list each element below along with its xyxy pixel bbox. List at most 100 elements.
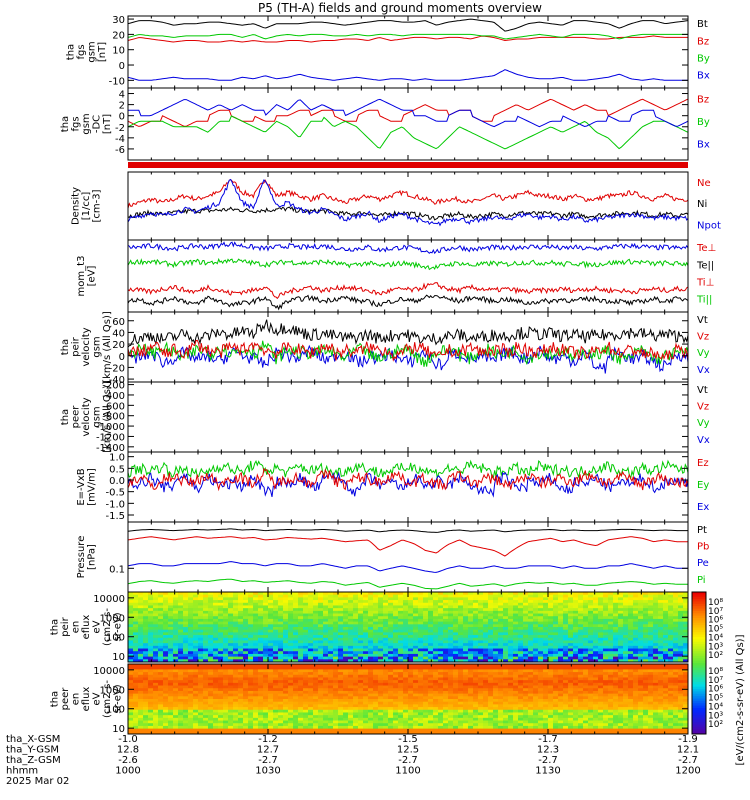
svg-text:gsm: gsm [81, 113, 92, 134]
xaxis-tick-label: 1100 [395, 766, 420, 777]
xaxis-tick-label: 1030 [255, 766, 280, 777]
svg-text:E=-VxB: E=-VxB [76, 468, 87, 505]
xaxis-date: 2025 Mar 02 [6, 776, 69, 787]
svg-text:peir: peir [71, 336, 82, 356]
svg-text:tha: tha [60, 409, 71, 425]
ylabel-peer_en: tha peer en eflux eV (cm2-s-sr-eV) [50, 680, 124, 718]
series-peir_v-Vt [127, 319, 689, 348]
xaxis-tick-label: 12.7 [257, 745, 279, 756]
ytick-label: 0.5 [109, 464, 125, 475]
svg-text:fgs: fgs [76, 44, 87, 59]
colorbar-tick-lower: 10⁵ [708, 694, 723, 704]
ytick-label: 2 [119, 101, 125, 112]
xaxis-tick-label: 1200 [675, 766, 700, 777]
x-axis-labels: tha_X-GSM -1.0 -1.2 -1.5 -1.7 -1.9 tha_Y-GSM 12… [6, 734, 701, 787]
colorbar-tick-lower: 10⁶ [708, 685, 723, 695]
series-pressure-Pi [127, 578, 688, 590]
ytick-label: -1400 [96, 443, 125, 454]
panel-pressure: 0.1 Pressure [nPa] Pt Pb Pe Pi [76, 521, 709, 593]
svg-text:eV: eV [92, 620, 103, 633]
series-temp-Te|| [127, 241, 689, 255]
svg-text:[1/cc]: [1/cc] [81, 192, 92, 221]
ytick-label: -40 [109, 375, 125, 386]
xaxis-row-label: hhmm [6, 766, 38, 777]
ylabel-pressure: Pressure [nPa] [76, 536, 98, 579]
panel-peer_en: 10000 1000 100 10 tha peer en eflux eV (cm2-s-sr-… [50, 663, 689, 735]
panel-peir_en: 10000 1000 100 10 tha peir en eflux eV (cm2-s-sr-… [50, 591, 689, 663]
frame-peer_v [127, 381, 689, 453]
svg-text:[cm-3]: [cm-3] [92, 189, 103, 222]
legend-Bx: Bx [697, 140, 710, 151]
xaxis-tick-label: -1.5 [398, 734, 418, 745]
frame-efield [127, 451, 689, 523]
svg-text:velocity: velocity [81, 397, 92, 436]
series-pressure-Pb [127, 536, 688, 557]
ytick-label: -0.5 [105, 488, 125, 499]
svg-text:[eV]: [eV] [86, 266, 97, 287]
ytick-label: 10 [112, 652, 125, 663]
svg-text:mom_t3: mom_t3 [76, 256, 87, 297]
svg-text:[nPa]: [nPa] [86, 544, 97, 570]
panel-temp: mom_t3 [eV] Te⊥ Te|| Ti⊥ Ti|| [76, 239, 716, 313]
series-fgs-Bt [127, 18, 689, 32]
svg-text:[km/s (All Qs)]: [km/s (All Qs)] [102, 381, 113, 453]
series-density-Ne [127, 179, 689, 209]
series-fgs_dsl-By [127, 115, 689, 150]
series-fgs-Bx [127, 69, 688, 81]
series-pressure-Pe [127, 561, 688, 573]
ylabel-temp: mom_t3 [eV] [76, 256, 98, 297]
svg-text:[mV/m]: [mV/m] [86, 468, 97, 506]
colorbar-tick: 10⁴ [708, 633, 723, 643]
xaxis-tick-label: -1.7 [538, 734, 558, 745]
svg-text:tha: tha [60, 116, 71, 132]
svg-text:fgs: fgs [71, 116, 82, 131]
series-temp-Ti|| [127, 257, 689, 271]
legend-Bt: Bt [697, 19, 708, 30]
ytick-label: -800 [102, 412, 125, 423]
series-density-Ni [127, 206, 689, 221]
ytick-label: -1200 [96, 432, 125, 443]
spectrogram-peer_en [128, 664, 689, 735]
series-temp-Ti⊥ [127, 282, 689, 300]
legend-Te⊥: Te⊥ [696, 243, 716, 254]
legend-Ez: Ez [697, 458, 709, 469]
legend-By: By [697, 117, 710, 128]
colorbar-tick: 10⁶ [708, 616, 723, 626]
xaxis-tick-label: -1.2 [258, 734, 278, 745]
plot-title: P5 (TH-A) fields and ground moments over… [258, 1, 542, 15]
svg-text:[nT]: [nT] [97, 42, 108, 62]
ytick-label: 20 [112, 30, 125, 41]
ytick-label: 1000 [100, 685, 125, 696]
legend-Vt: Vt [697, 385, 708, 396]
colorbar-tick: 10⁵ [708, 625, 723, 635]
series-fgs-Bz [127, 35, 688, 43]
xaxis-tick-label: -2.7 [258, 755, 278, 766]
xaxis-tick-label: -2.7 [538, 755, 558, 766]
colorbar-tick: 10⁸ [708, 598, 723, 608]
ytick-label: 20 [112, 340, 125, 351]
ytick-label: -1.0 [105, 499, 125, 510]
ytick-label: 4 [119, 90, 125, 101]
series-fgs-By [127, 33, 688, 40]
xaxis-tick-label: -2.7 [678, 755, 698, 766]
ytick-label: -6 [115, 145, 125, 156]
svg-text:peir: peir [60, 616, 71, 636]
series-peir_v-Vx [127, 344, 689, 374]
ytick-label: -200 [102, 381, 125, 392]
ytick-label: -1.5 [105, 511, 125, 522]
frame-pressure [127, 521, 689, 593]
frame-fgs_dsl [127, 87, 689, 161]
legend-Vx: Vx [697, 365, 710, 376]
series-pressure-Pt [127, 528, 688, 533]
ytick-label: 1000 [100, 613, 125, 624]
xaxis-row-label: tha_X-GSM [6, 734, 60, 745]
ytick-label: 100 [106, 633, 125, 644]
svg-text:tha: tha [60, 339, 71, 355]
legend-Ne: Ne [697, 178, 711, 189]
legend-Pt: Pt [697, 525, 707, 536]
svg-text:eflux: eflux [81, 615, 92, 640]
ylabel-peer_v: tha peer velocity gsm [km/s (All Qs)] [60, 381, 113, 453]
